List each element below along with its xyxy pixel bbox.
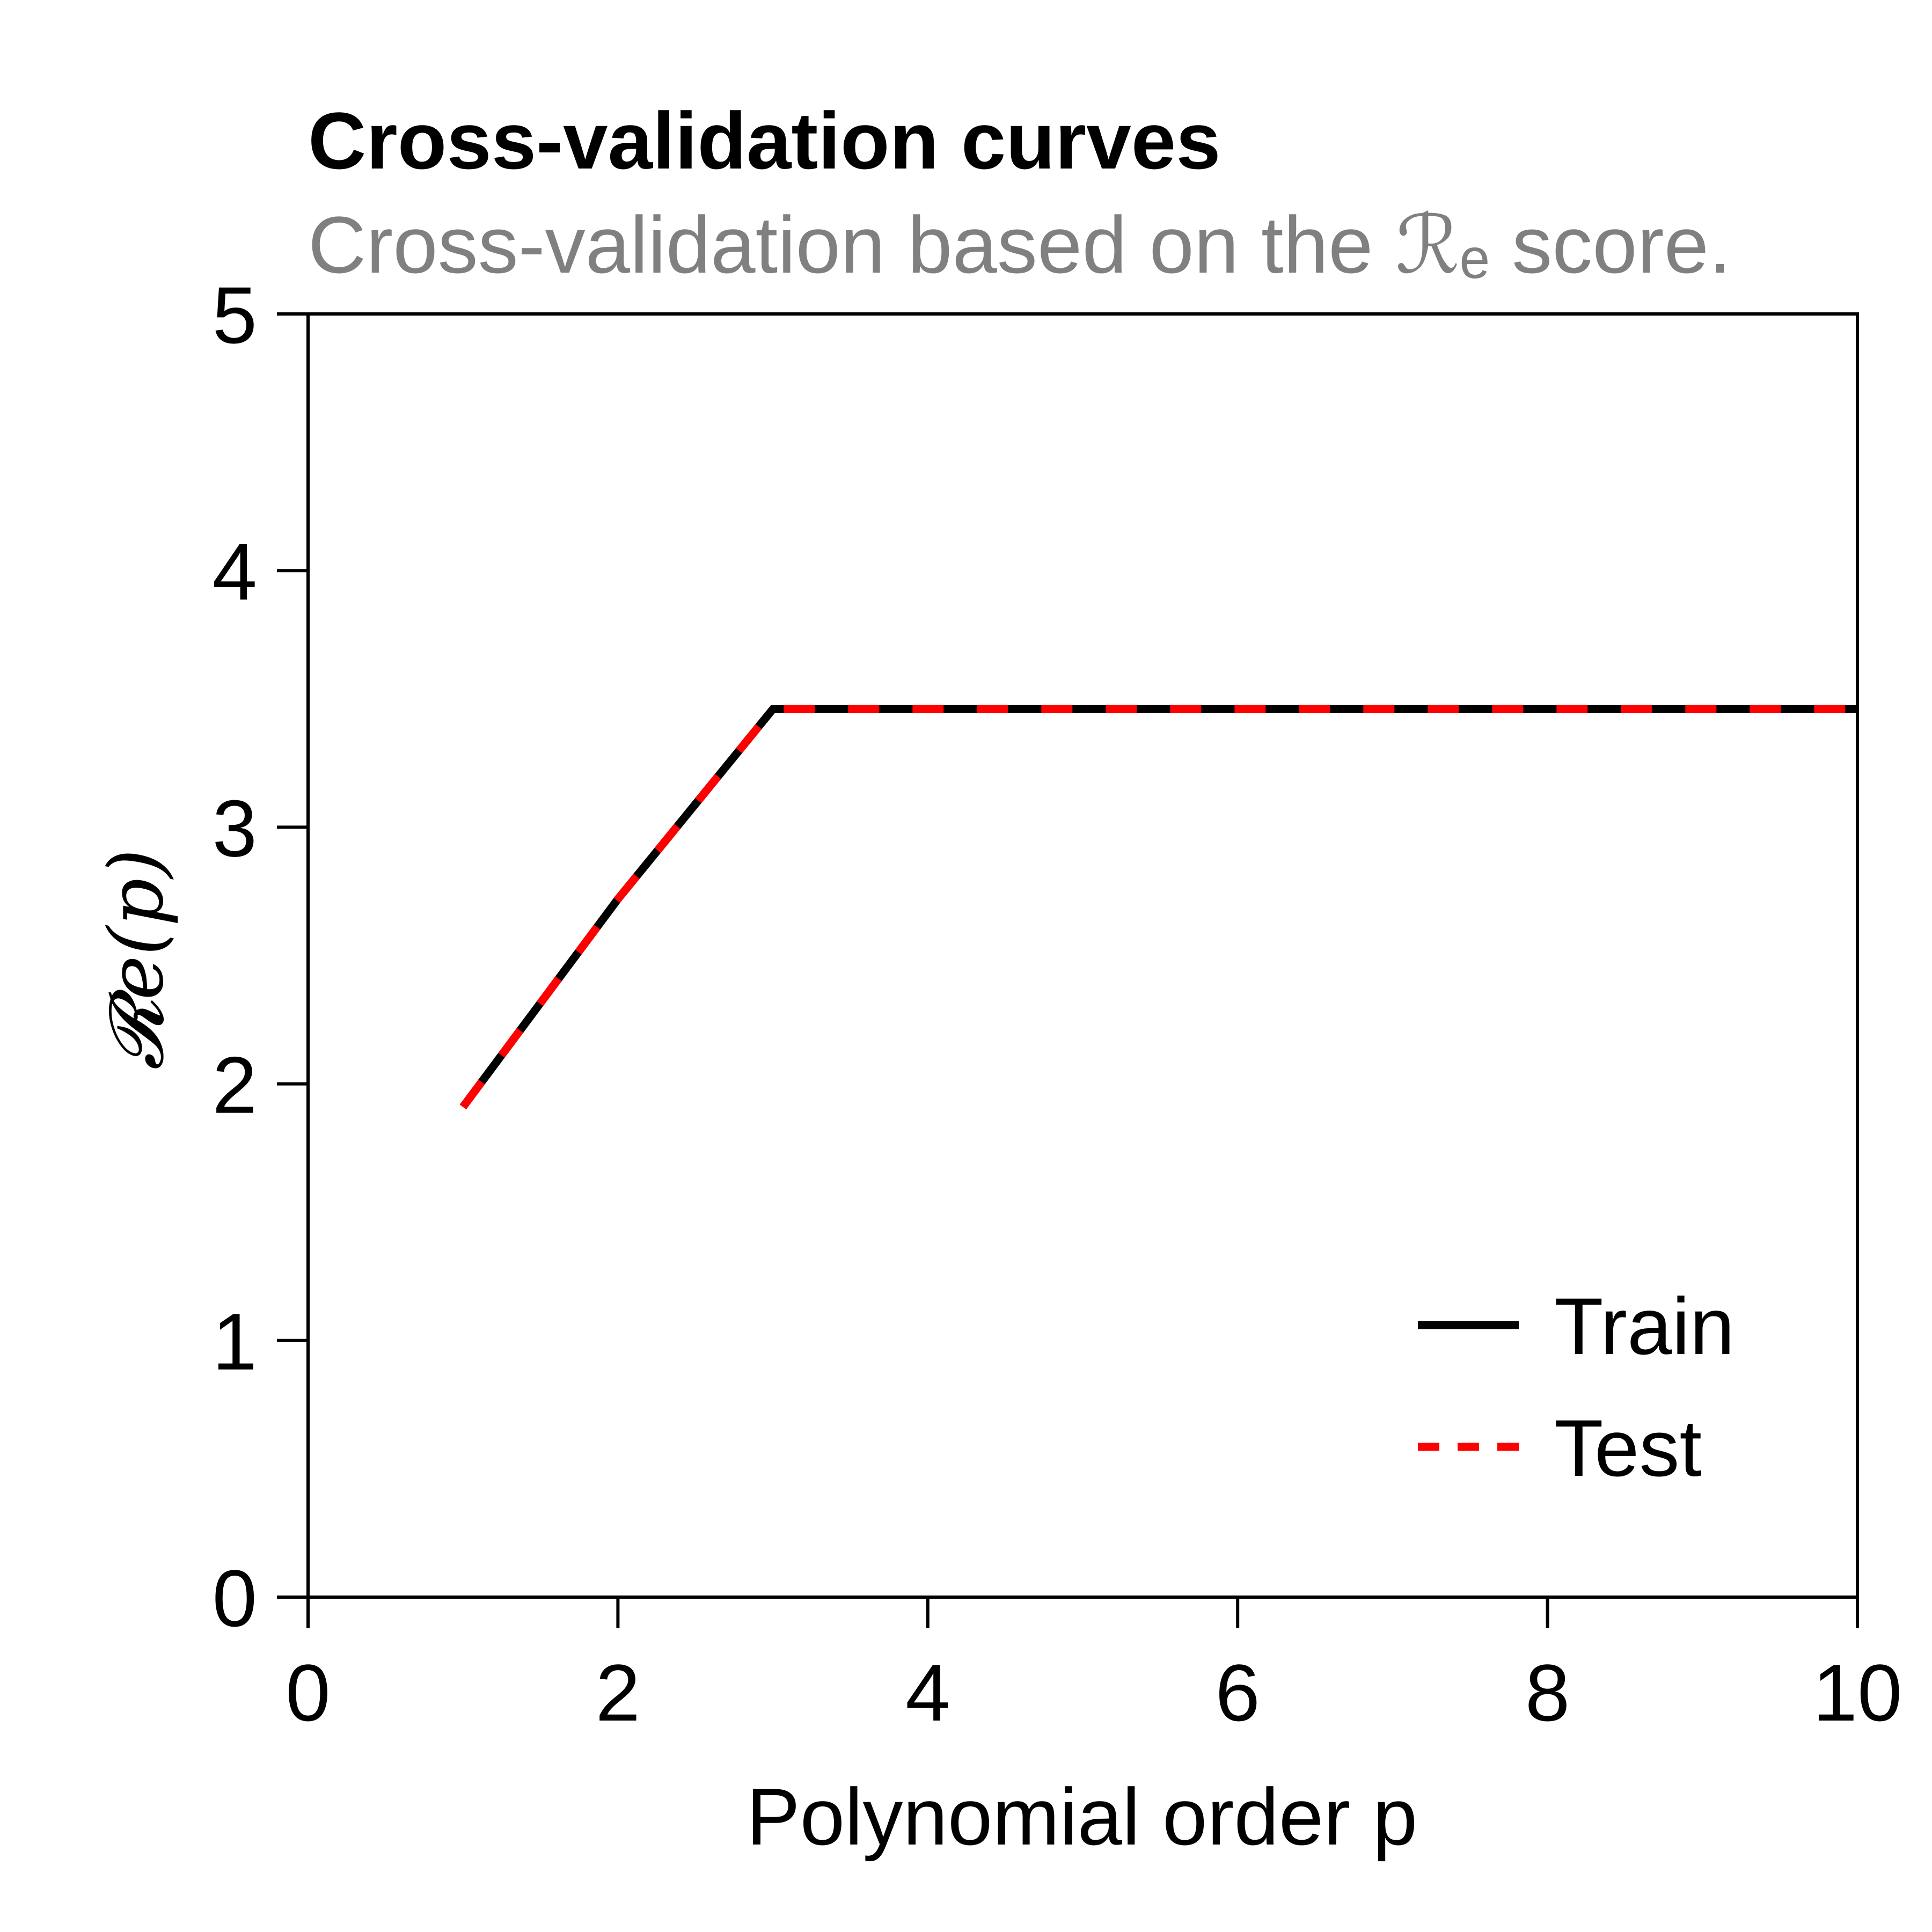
x-tick-label: 4 bbox=[905, 1648, 950, 1738]
chart-subtitle: Cross-validation based on the ℛₑ score. bbox=[308, 200, 1731, 290]
x-tick-label: 6 bbox=[1215, 1648, 1260, 1738]
y-axis-label: 𝓡e(p) bbox=[93, 849, 180, 1070]
x-tick-label: 0 bbox=[286, 1648, 330, 1738]
x-tick-label: 2 bbox=[596, 1648, 640, 1738]
axes: 0 2 4 6 8 10 0 1 2 3 4 5 bbox=[213, 270, 1902, 1738]
y-tick-label: 5 bbox=[213, 270, 257, 360]
series-line-train bbox=[459, 705, 1857, 1110]
y-tick-label: 3 bbox=[213, 783, 257, 873]
y-tick-label: 4 bbox=[213, 526, 257, 617]
legend-label-train: Train bbox=[1554, 1281, 1735, 1371]
series-line-test bbox=[459, 705, 1857, 1110]
y-tick-label: 0 bbox=[213, 1553, 257, 1643]
legend-label-test: Test bbox=[1554, 1403, 1702, 1493]
y-tick-label: 2 bbox=[213, 1040, 257, 1130]
chart-title: Cross-validation curves bbox=[308, 96, 1221, 186]
y-tick-label: 1 bbox=[213, 1297, 257, 1387]
x-tick-label: 10 bbox=[1813, 1648, 1902, 1738]
plot-frame bbox=[306, 312, 1859, 1599]
x-axis-label: Polynomial order p bbox=[747, 1772, 1418, 1862]
x-tick-label: 8 bbox=[1525, 1648, 1570, 1738]
legend: Train Test bbox=[1418, 1281, 1735, 1493]
series-lines bbox=[459, 705, 1857, 1110]
